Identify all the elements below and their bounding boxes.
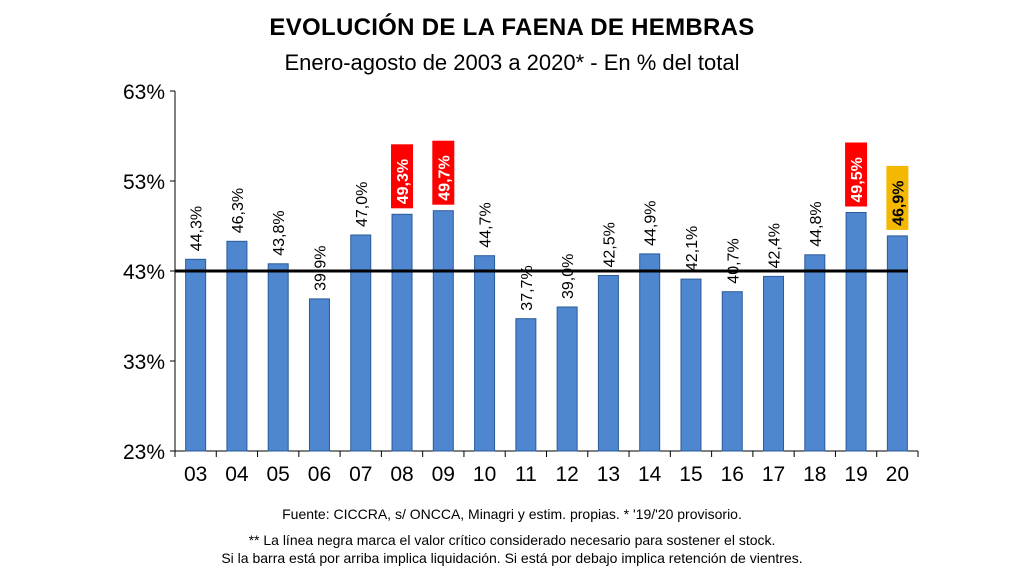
x-tick-label: 03 — [184, 463, 207, 486]
data-label: 44,3% — [189, 206, 206, 251]
data-label: 49,7% — [436, 155, 453, 200]
data-label: 39,9% — [312, 246, 329, 291]
x-tick-label: 04 — [225, 463, 249, 486]
x-tick-label: 14 — [638, 463, 662, 486]
data-label: 49,3% — [395, 159, 412, 204]
x-tick-label: 05 — [267, 463, 290, 486]
data-label: 42,1% — [684, 226, 701, 271]
y-tick-label: 23% — [123, 441, 165, 464]
bar — [350, 234, 372, 452]
y-tick-label: 53% — [123, 171, 165, 194]
bar — [308, 298, 330, 452]
bar — [391, 213, 413, 452]
bar — [267, 263, 289, 452]
x-tick-label: 06 — [308, 463, 331, 486]
chart-title: EVOLUCIÓN DE LA FAENA DE HEMBRAS — [269, 14, 755, 41]
data-label: 44,9% — [643, 201, 660, 246]
chart-subtitle: Enero-agosto de 2003 a 2020* - En % del … — [284, 50, 740, 75]
x-tick-label: 08 — [390, 463, 413, 486]
x-tick-label: 07 — [349, 463, 372, 486]
bar — [185, 258, 207, 452]
data-label: 39,0% — [560, 254, 577, 299]
x-tick-label: 12 — [555, 463, 578, 486]
data-label: 43,8% — [271, 210, 288, 255]
data-label: 37,7% — [519, 265, 536, 310]
bar — [515, 318, 537, 452]
bar — [226, 240, 248, 452]
x-tick-label: 11 — [515, 463, 537, 486]
y-tick-label: 63% — [123, 81, 165, 104]
bar — [474, 255, 496, 452]
y-tick-label: 43% — [123, 261, 165, 284]
x-tick-label: 09 — [432, 463, 455, 486]
data-label-highlight — [886, 165, 909, 230]
bar — [432, 210, 454, 452]
bar — [597, 275, 619, 452]
data-label-highlight — [845, 142, 868, 207]
data-label: 47,0% — [354, 182, 371, 227]
data-label: 42,4% — [767, 223, 784, 268]
source-note: Fuente: CICCRA, s/ ONCCA, Minagri y esti… — [282, 506, 742, 522]
footnote-line-1: ** La línea negra marca el valor crítico… — [248, 532, 776, 548]
x-tick-label: 18 — [803, 463, 826, 486]
bar — [886, 235, 908, 452]
bar-chart: 23% 33% 43% 53% 63% 03 44,3% 04 46,3% 05 43,8% 06 39… — [123, 81, 919, 486]
data-label: 42,5% — [601, 222, 618, 267]
x-tick-label: 20 — [886, 463, 909, 486]
bar — [680, 278, 702, 452]
x-tick-label: 13 — [597, 463, 620, 486]
data-label-highlight — [432, 140, 455, 205]
bar — [721, 291, 743, 452]
x-tick-label: 10 — [473, 463, 496, 486]
bar — [639, 253, 661, 452]
data-label: 46,9% — [890, 181, 907, 226]
bar — [556, 306, 578, 452]
data-label: 46,3% — [230, 188, 247, 233]
bar — [845, 212, 867, 452]
bar — [804, 254, 826, 452]
bar — [763, 275, 785, 452]
x-tick-label: 15 — [679, 463, 702, 486]
footnote-line-2: Si la barra está por arriba implica liqu… — [221, 550, 803, 566]
y-tick-label: 33% — [123, 351, 165, 374]
data-label: 44,8% — [808, 201, 825, 246]
data-label-highlight — [391, 144, 414, 209]
x-tick-label: 16 — [721, 463, 744, 486]
x-tick-label: 17 — [762, 463, 785, 486]
data-label: 40,7% — [725, 238, 742, 283]
data-label: 44,7% — [478, 202, 495, 247]
x-tick-label: 19 — [844, 463, 867, 486]
data-label: 49,5% — [849, 157, 866, 202]
